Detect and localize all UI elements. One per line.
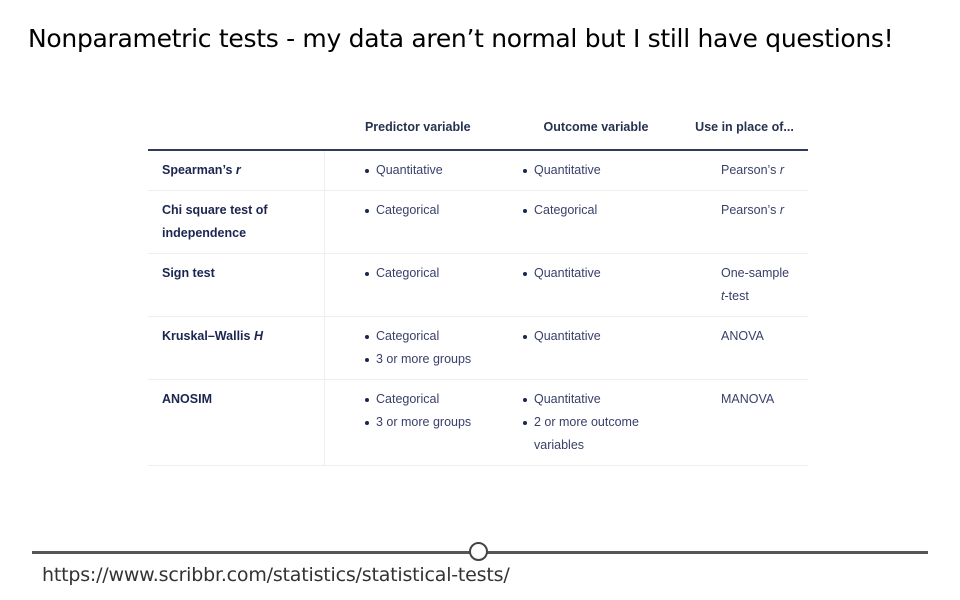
use-in-place-text: Pearson’s [721,163,777,177]
outcome-list: Quantitative [521,159,671,182]
cell-use-in-place: One-sample t-test [681,253,808,317]
cell-test-name: Spearman’s r [148,150,325,191]
list-item: Categorical [363,262,501,285]
test-symbol: H [253,329,263,343]
outcome-list: Quantitative [521,325,671,348]
list-item: 2 or more outcome variables [521,411,671,457]
timeline-knob-icon [469,542,488,561]
list-item: Quantitative [363,159,501,182]
cell-outcome: Quantitative 2 or more outcome variables [511,379,681,466]
cell-use-in-place: Pearson’s r [681,190,808,254]
cell-predictor: Quantitative [324,150,511,191]
table-row: Spearman’s r Quantitative Quantitative Pear… [148,150,808,191]
cell-outcome: Quantitative [511,316,681,380]
header-test [148,108,325,150]
cell-outcome: Quantitative [511,253,681,317]
cell-predictor: Categorical [324,190,511,254]
cell-use-in-place: ANOVA [681,316,808,380]
use-in-place-symbol: r [779,203,785,217]
list-item: Categorical [363,199,501,222]
cell-outcome: Quantitative [511,150,681,191]
use-in-place-symbol: t [721,289,725,303]
table-row: Kruskal–Wallis H Categorical 3 or more gro… [148,316,808,380]
outcome-list: Categorical [521,199,671,222]
use-in-place-text: ANOVA [721,329,764,343]
list-item: 3 or more groups [363,411,501,434]
list-item: Quantitative [521,325,671,348]
predictor-list: Categorical [363,262,501,285]
list-item: 3 or more groups [363,348,501,371]
cell-test-name: Sign test [148,253,325,317]
test-name: Sign test [162,266,215,280]
table-body: Spearman’s r Quantitative Quantitative Pear… [148,150,808,466]
test-name: Spearman’s [162,163,233,177]
table-header: Predictor variable Outcome variable Use … [148,108,808,150]
use-in-place-symbol: r [779,163,785,177]
list-item: Categorical [363,325,501,348]
table-row: Sign test Categorical Quantitative One-samp… [148,253,808,317]
cell-predictor: Categorical 3 or more groups [324,316,511,380]
use-in-place-tail: -test [724,289,749,303]
cell-use-in-place: MANOVA [681,379,808,466]
test-name: ANOSIM [162,392,212,406]
cell-test-name: ANOSIM [148,379,325,466]
list-item: Quantitative [521,388,671,411]
source-url: https://www.scribbr.com/statistics/stati… [42,564,510,586]
use-in-place-text: MANOVA [721,392,775,406]
test-name: Chi square test of independence [162,203,268,240]
cell-predictor: Categorical [324,253,511,317]
nonparametric-tests-table: Predictor variable Outcome variable Use … [148,108,808,466]
predictor-list: Quantitative [363,159,501,182]
use-in-place-text: Pearson’s [721,203,777,217]
table-row: Chi square test of independence Categoric… [148,190,808,254]
table-row: ANOSIM Categorical 3 or more groups Quantit… [148,379,808,466]
list-item: Categorical [521,199,671,222]
predictor-list: Categorical 3 or more groups [363,325,501,371]
header-use-in-place: Use in place of... [695,120,794,134]
cell-use-in-place: Pearson’s r [681,150,808,191]
cell-outcome: Categorical [511,190,681,254]
list-item: Quantitative [521,159,671,182]
header-predictor: Predictor variable [364,120,471,134]
header-row: Predictor variable Outcome variable Use … [148,108,808,150]
slide-title: Nonparametric tests - my data aren’t nor… [28,24,894,53]
outcome-list: Quantitative 2 or more outcome variables [521,388,671,457]
cell-test-name: Chi square test of independence [148,190,325,254]
test-name: Kruskal–Wallis [162,329,251,343]
header-outcome: Outcome variable [543,120,649,134]
cell-predictor: Categorical 3 or more groups [324,379,511,466]
predictor-list: Categorical [363,199,501,222]
list-item: Categorical [363,388,501,411]
predictor-list: Categorical 3 or more groups [363,388,501,434]
outcome-list: Quantitative [521,262,671,285]
list-item: Quantitative [521,262,671,285]
cell-test-name: Kruskal–Wallis H [148,316,325,380]
test-symbol: r [235,163,241,177]
use-in-place-text: One-sample [721,266,790,280]
